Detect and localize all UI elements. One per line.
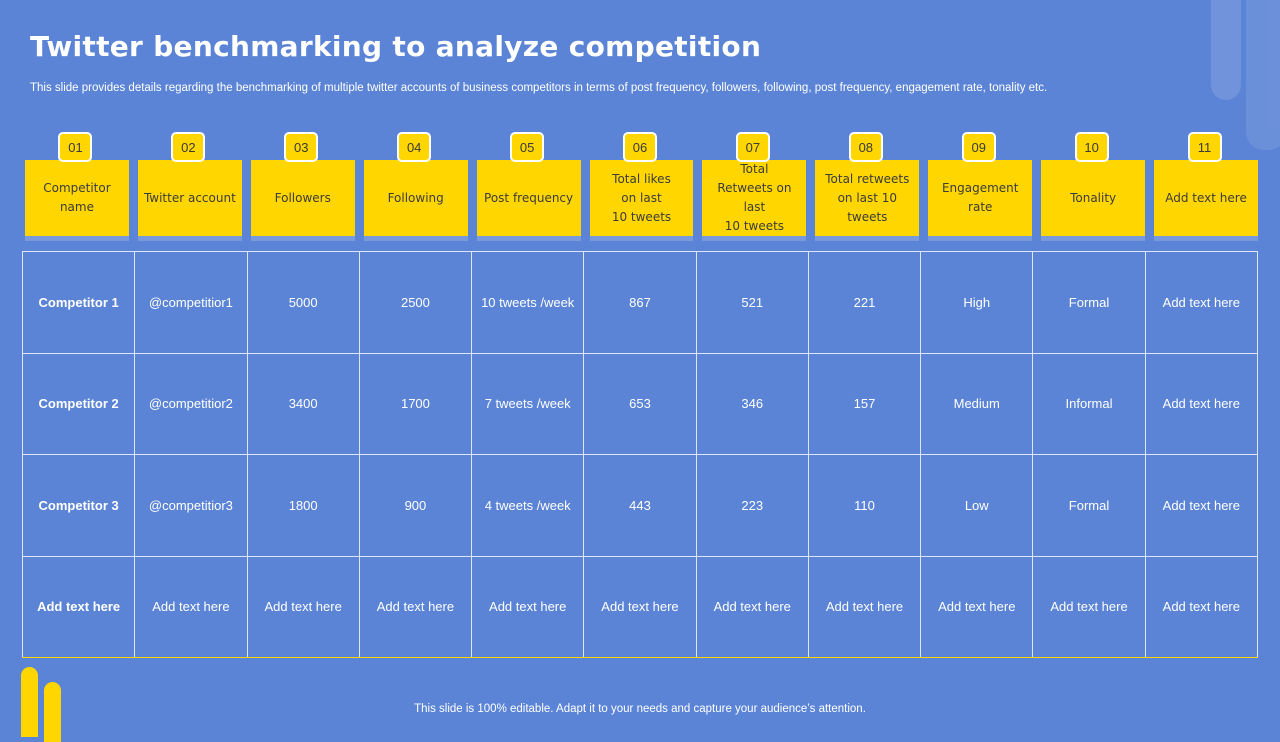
table-cell: 653 — [583, 352, 697, 455]
column-number-badge: 01 — [58, 132, 93, 162]
table-cell: Formal — [1032, 251, 1146, 354]
table-cell: Add text here — [471, 555, 585, 658]
table-cell: Medium — [920, 352, 1034, 455]
slide-subtitle: This slide provides details regarding th… — [30, 82, 1048, 94]
column-header-label: Total Retweets on last 10 tweets — [702, 160, 807, 236]
table-cell: @competitior3 — [134, 454, 248, 557]
column-header: 05 Post frequency — [474, 132, 581, 244]
column-header-label: Add text here — [1154, 160, 1258, 236]
table-cell: Add text here — [920, 555, 1034, 658]
table-cell: Add text here — [1144, 454, 1259, 557]
table-cell: Add text here — [246, 555, 360, 658]
column-number-badge: 07 — [735, 132, 770, 162]
table-cell: 221 — [807, 251, 922, 354]
benchmark-table: Competitor 1 @competitior1 5000 2500 10 twee… — [21, 251, 1259, 658]
column-number-badge: 02 — [171, 132, 206, 162]
column-header: 09 Engagement rate — [925, 132, 1033, 244]
column-number-badge: 06 — [622, 132, 657, 162]
table-cell: 346 — [695, 352, 809, 455]
column-header: 02 Twitter account — [135, 132, 242, 244]
slide-title: Twitter benchmarking to analyze competit… — [30, 30, 762, 63]
slide-footer: This slide is 100% editable. Adapt it to… — [414, 703, 866, 715]
column-number-badge: 10 — [1074, 132, 1109, 162]
column-header-label: Followers — [250, 160, 355, 236]
table-cell: Add text here — [807, 555, 922, 658]
table-cell: 900 — [358, 454, 473, 557]
column-header: 06 Total likes on last 10 tweets — [587, 132, 694, 244]
table-cell: 5000 — [246, 251, 360, 354]
table-cell: 3400 — [246, 352, 360, 455]
table-cell: 110 — [807, 454, 922, 557]
table-cell: 157 — [807, 352, 922, 455]
column-header: 01 Competitor name — [22, 132, 129, 244]
table-cell: Add text here — [134, 555, 248, 658]
table-cell: Add text here — [1144, 251, 1259, 354]
table-row: Competitor 2 @competitior2 3400 1700 7 tweet… — [21, 352, 1259, 455]
table-cell: 2500 — [358, 251, 473, 354]
table-cell: Add text here — [1032, 555, 1146, 658]
table-cell: 867 — [583, 251, 697, 354]
column-header-label: Total retweets on last 10 tweets — [815, 160, 920, 236]
column-number-badge: 05 — [510, 132, 545, 162]
table-cell: 443 — [583, 454, 697, 557]
column-header-label: Total likes on last 10 tweets — [589, 160, 694, 236]
row-label-cell: Competitor 2 — [21, 352, 136, 455]
table-cell: 1700 — [358, 352, 473, 455]
column-number-badge: 11 — [1187, 132, 1222, 162]
table-cell: 1800 — [246, 454, 360, 557]
table-cell: Low — [920, 454, 1034, 557]
table-cell: Add text here — [1144, 352, 1259, 455]
decorative-pill — [1246, 0, 1280, 150]
column-header-label: Engagement rate — [928, 160, 1033, 236]
column-header: 07 Total Retweets on last 10 tweets — [699, 132, 807, 244]
column-header-label: Tonality — [1041, 160, 1146, 236]
column-headers: 01 Competitor name 02 Twitter account 03 Foll… — [22, 132, 1258, 244]
column-header-label: Competitor name — [25, 160, 129, 236]
column-header: 10 Tonality — [1038, 132, 1146, 244]
decorative-pill — [1211, 0, 1241, 100]
column-number-badge: 09 — [961, 132, 996, 162]
table-cell: Formal — [1032, 454, 1146, 557]
table-cell: 7 tweets /week — [471, 352, 585, 455]
table-row: Competitor 1 @competitior1 5000 2500 10 twee… — [21, 251, 1259, 354]
table-cell: 10 tweets /week — [471, 251, 585, 354]
row-label-cell: Add text here — [21, 555, 136, 658]
table-cell: Add text here — [358, 555, 473, 658]
column-number-badge: 03 — [284, 132, 319, 162]
row-label-cell: Competitor 1 — [21, 251, 136, 354]
column-header-label: Post frequency — [476, 160, 581, 236]
table-cell: Informal — [1032, 352, 1146, 455]
column-header-label: Following — [363, 160, 468, 236]
table-cell: Add text here — [583, 555, 697, 658]
column-header-label: Twitter account — [137, 160, 242, 236]
table-cell: 4 tweets /week — [471, 454, 585, 557]
column-header: 04 Following — [361, 132, 468, 244]
table-cell: Add text here — [695, 555, 809, 658]
table-row: Competitor 3 @competitior3 1800 900 4 tweets… — [21, 454, 1259, 557]
table-cell: High — [920, 251, 1034, 354]
table-cell: Add text here — [1144, 555, 1259, 658]
column-number-badge: 04 — [397, 132, 432, 162]
row-label-cell: Competitor 3 — [21, 454, 136, 557]
table-cell: 521 — [695, 251, 809, 354]
table-cell: @competitior2 — [134, 352, 248, 455]
table-cell: 223 — [695, 454, 809, 557]
table-row: Add text here Add text here Add text here A… — [21, 555, 1259, 658]
column-header: 11 Add text here — [1151, 132, 1258, 244]
decorative-bar — [21, 667, 38, 737]
column-header: 03 Followers — [248, 132, 355, 244]
column-header: 08 Total retweets on last 10 tweets — [812, 132, 920, 244]
column-number-badge: 08 — [848, 132, 883, 162]
table-cell: @competitior1 — [134, 251, 248, 354]
